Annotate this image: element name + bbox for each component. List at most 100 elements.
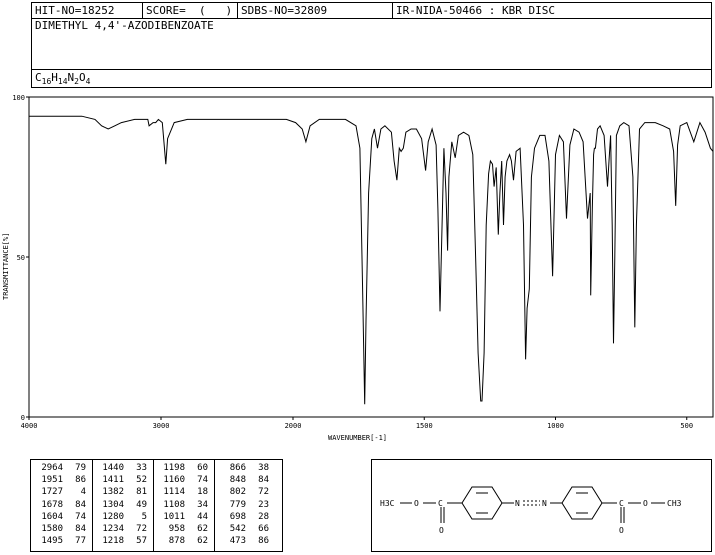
ester-oxygen-left: O [414,499,419,508]
peak-row: 1234 72 [94,523,147,535]
peak-transmittance: 74 [197,475,208,486]
peak-transmittance: 18 [197,487,208,498]
peak-transmittance: 86 [75,475,86,486]
peak-wavenumber: 1108 [163,499,185,510]
peak-row: 866 38 [216,462,269,474]
peak-transmittance: 4 [80,487,86,498]
peak-row: 958 62 [155,523,208,535]
compound-name: DIMETHYL 4,4'-AZODIBENZOATE [35,19,214,32]
peak-row: 1280 5 [94,511,147,523]
spectrum-line [29,115,714,405]
peak-row: 1382 81 [94,486,147,498]
peak-transmittance: 5 [141,511,147,522]
peak-row: 473 86 [216,535,269,547]
peak-row: 1411 52 [94,474,147,486]
peak-transmittance: 62 [197,524,208,535]
sdbs-number: SDBS-NO=32809 [241,4,328,17]
peak-wavenumber: 878 [168,536,185,547]
peak-wavenumber: 1951 [41,475,63,486]
peak-transmittance: 86 [258,536,269,547]
peak-row: 1495 77 [33,535,86,547]
formula-o-count: 4 [85,77,91,87]
peak-column: 866 38 848 84 802 72 779 23 698 28 542 66 473 86 [216,462,269,547]
peak-transmittance: 77 [75,536,86,547]
column-divider [153,460,154,551]
peak-row: 1108 34 [155,499,208,511]
x-tick-label: 1500 [416,422,433,430]
peak-row: 1011 44 [155,511,208,523]
molecular-formula: C16H14N2O4 [35,71,90,86]
peak-transmittance: 81 [136,487,147,498]
peak-wavenumber: 542 [229,524,246,535]
peak-row: 1727 4 [33,486,86,498]
peak-transmittance: 74 [75,511,86,522]
peak-column: 2964 79 1951 86 1727 4 1678 84 1604 74 1580 84 1495 7… [33,462,86,547]
formula-h-count: 14 [57,77,68,87]
peak-row: 848 84 [216,474,269,486]
peak-wavenumber: 1198 [163,463,185,473]
x-tick-label: 500 [680,422,693,430]
peak-transmittance: 84 [75,524,86,535]
formula-c-count: 16 [41,77,52,87]
peak-transmittance: 66 [258,524,269,535]
carbonyl-carbon-right: C [619,499,624,508]
y-tick-label: 50 [17,254,25,262]
x-tick-label: 1000 [547,422,564,430]
peak-transmittance: 33 [136,463,147,473]
peak-row: 878 62 [155,535,208,547]
peak-wavenumber: 1411 [102,475,124,486]
peak-wavenumber: 1011 [163,511,185,522]
peak-wavenumber: 1678 [41,499,63,510]
peak-transmittance: 84 [75,499,86,510]
peak-wavenumber: 698 [229,511,246,522]
peak-transmittance: 34 [197,499,208,510]
peak-row: 802 72 [216,486,269,498]
azo-nitrogen-right: N [542,499,547,508]
x-axis-label: WAVENUMBER[-1] [328,434,387,442]
y-tick-label: 0 [21,414,25,422]
divider [32,69,711,70]
y-tick-label: 100 [12,94,25,102]
peak-column: 1198 60 1160 74 1114 18 1108 34 1011 44 958 62 878 62 [155,462,208,547]
hit-number: HIT-NO=18252 [35,4,115,17]
peak-wavenumber: 1160 [163,475,185,486]
x-tick-label: 4000 [21,422,38,430]
ester-oxygen-right: O [643,499,648,508]
peak-wavenumber: 2964 [41,463,63,473]
structure-box: H3C O C O N N C O O CH3 [371,459,712,552]
peak-wavenumber: 802 [229,487,246,498]
peak-row: 1440 33 [94,462,147,474]
compound-info: DIMETHYL 4,4'-AZODIBENZOATE C16H14N2O4 [31,18,712,88]
formula-c: C [35,71,42,84]
peak-transmittance: 57 [136,536,147,547]
benzene-ring-left [461,486,503,520]
peak-row: 698 28 [216,511,269,523]
peak-row: 1580 84 [33,523,86,535]
header-divider [392,3,393,18]
peak-row: 1678 84 [33,499,86,511]
methyl-right: CH3 [667,499,682,508]
x-tick-label: 3000 [153,422,170,430]
peak-transmittance: 23 [258,499,269,510]
peak-row: 1160 74 [155,474,208,486]
peak-wavenumber: 779 [229,499,246,510]
peak-transmittance: 28 [258,511,269,522]
peak-transmittance: 84 [258,475,269,486]
peak-wavenumber: 1382 [102,487,124,498]
formula-n: N [67,71,75,84]
carbonyl-oxygen-left: O [439,526,444,535]
peak-wavenumber: 1280 [102,511,124,522]
formula-o: O [78,71,86,84]
methyl-left: H3C [380,499,395,508]
peak-transmittance: 72 [136,524,147,535]
score: SCORE= ( ) [146,4,233,17]
peak-wavenumber: 958 [168,524,185,535]
peak-transmittance: 60 [197,463,208,473]
peak-wavenumber: 1114 [163,487,185,498]
peak-transmittance: 62 [197,536,208,547]
peak-transmittance: 72 [258,487,269,498]
peak-wavenumber: 1218 [102,536,124,547]
peak-column: 1440 33 1411 52 1382 81 1304 49 1280 5 1234 72 1218 5… [94,462,147,547]
peak-row: 1198 60 [155,462,208,474]
peak-row: 542 66 [216,523,269,535]
